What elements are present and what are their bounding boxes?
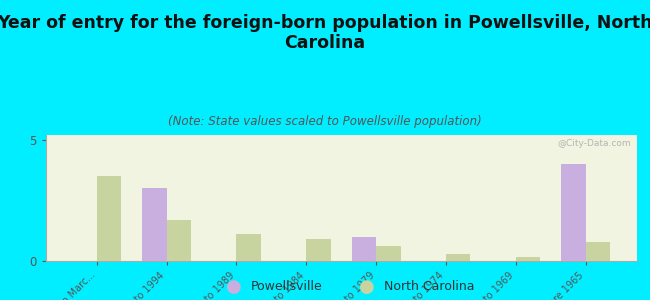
Bar — [352, 237, 376, 261]
Bar — [516, 257, 540, 261]
Bar — [237, 234, 261, 261]
Text: ●: ● — [359, 278, 375, 296]
Text: Year of entry for the foreign-born population in Powellsville, North
Carolina: Year of entry for the foreign-born popul… — [0, 14, 650, 52]
Bar — [306, 239, 331, 261]
Bar — [97, 176, 122, 261]
Text: @City-Data.com: @City-Data.com — [558, 139, 631, 148]
Bar — [446, 254, 471, 261]
Bar — [142, 188, 166, 261]
Bar — [376, 247, 400, 261]
Text: North Carolina: North Carolina — [384, 280, 474, 293]
Bar — [166, 220, 191, 261]
Bar — [561, 164, 586, 261]
Text: ●: ● — [226, 278, 242, 296]
Text: Powellsville: Powellsville — [250, 280, 322, 293]
Bar — [586, 242, 610, 261]
Text: (Note: State values scaled to Powellsville population): (Note: State values scaled to Powellsvil… — [168, 116, 482, 128]
